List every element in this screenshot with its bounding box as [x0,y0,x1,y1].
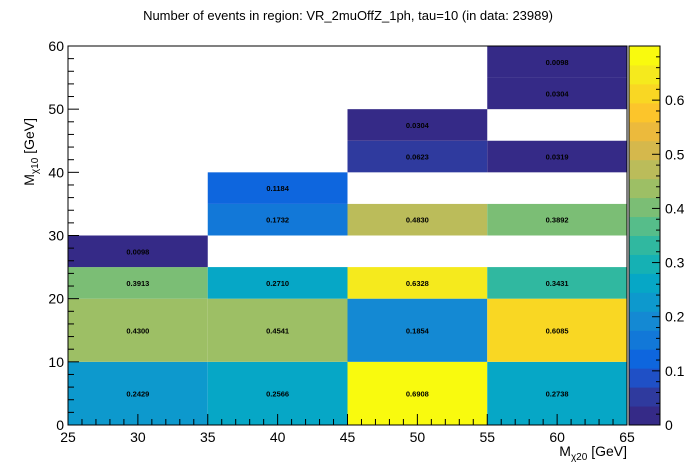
cell-value-label: 0.2738 [546,389,569,398]
heatmap-cell [347,267,488,299]
palette-swatch [629,406,660,426]
x-tick-label: 30 [130,429,146,445]
x-tick-label: 35 [200,429,216,445]
palette-swatch [629,102,660,123]
y-axis-label: Mχ10 [GeV] [21,118,41,186]
palette-swatch [629,311,660,331]
heatmap-cell [347,298,488,362]
heatmap-cell [487,140,627,173]
y-tick-label: 50 [48,101,64,117]
heatmap-cell [347,109,488,141]
cell-value-label: 0.2429 [126,389,149,398]
x-tick-label: 25 [60,429,76,445]
x-axis-label-sub: χ20 [571,452,588,463]
chart-title: Number of events in region: VR_2muOffZ_1… [143,8,553,23]
y-tick-label: 20 [48,291,64,307]
palette-swatch [629,197,660,218]
heatmap-cell [487,203,627,236]
y-tick-label: 10 [48,354,64,370]
x-tick-label: 55 [479,429,495,445]
palette-swatch [629,46,660,66]
heatmap-cell [207,203,348,236]
x-axis: 25 30 35 40 45 50 55 60 65 [60,414,635,445]
heatmap-cells: 0.2429 0.2566 0.6908 0.2738 0.4300 0.4541 0.18… [68,46,627,425]
palette-swatch [629,330,660,350]
cell-value-label: 0.4541 [266,326,289,335]
cell-value-label: 0.0098 [126,247,149,256]
heatmap-cell [487,298,627,362]
cell-value-label: 0.1184 [266,184,289,193]
cell-value-label: 0.6328 [406,279,429,288]
cell-value-label: 0.4830 [406,216,429,225]
heatmap-cell [347,140,488,173]
palette-swatch [629,349,660,369]
cell-value-label: 0.3913 [126,279,149,288]
heatmap-cell [207,267,348,299]
cell-value-label: 0.0304 [406,121,430,130]
y-tick-label: 0 [56,417,64,433]
x-axis-label: Mχ20 [GeV] [559,443,627,463]
palette-swatch [629,368,660,388]
palette-tick-label: 0.1 [665,363,685,379]
heatmap-cell [487,267,627,299]
palette-tick-label: 0.3 [665,255,685,271]
cell-value-label: 0.0319 [546,153,569,162]
cell-value-label: 0.4300 [126,326,149,335]
palette-swatch [629,387,660,407]
x-tick-label: 65 [619,429,635,445]
heatmap-cell [68,235,208,268]
cell-value-label: 0.2710 [266,279,289,288]
x-axis-label-unit: [GeV] [587,443,627,459]
heatmap-cell [347,203,488,236]
palette-tick-label: 0.2 [665,309,685,325]
y-axis-label-sub: χ10 [30,157,41,174]
cell-value-label: 0.3431 [546,279,569,288]
heatmap-cell [487,46,627,78]
y-axis: 0 10 20 30 40 50 60 [48,38,79,433]
y-tick-label: 40 [48,164,64,180]
palette-swatch [629,254,660,274]
heatmap-cell [207,298,348,362]
palette-swatch [629,140,660,161]
palette-tick-label: 0.4 [665,200,685,216]
y-axis-label-main: M [21,174,37,186]
x-tick-label: 45 [340,429,356,445]
heatmap-cell [68,298,208,362]
y-tick-label: 60 [48,38,64,54]
cell-value-label: 0.6908 [406,389,429,398]
palette-swatch [629,235,660,255]
palette-swatch [629,64,660,85]
y-axis-label-unit: [GeV] [21,118,37,158]
y-tick-label: 30 [48,228,64,244]
palette-swatch [629,273,660,293]
palette-swatch [629,216,660,236]
palette-swatch [629,159,660,180]
heatmap-cell [68,267,208,299]
color-palette: 0 0.1 0.2 0.3 0.4 0.5 0.6 [628,45,685,433]
cell-value-label: 0.3892 [546,216,569,225]
cell-value-label: 0.0098 [546,58,569,67]
palette-tick-label: 0 [665,417,673,433]
palette-tick-label: 0.5 [665,146,685,162]
x-tick-label: 60 [549,429,565,445]
palette-swatch [629,83,660,104]
cell-value-label: 0.0304 [546,89,570,98]
x-tick-label: 40 [270,429,286,445]
heatmap-cell [487,77,627,110]
palette-swatch [629,121,660,142]
cell-value-label: 0.6085 [546,326,569,335]
palette-swatch [629,178,660,199]
heatmap-cell [207,172,348,204]
cell-value-label: 0.0623 [406,153,429,162]
palette-border [628,45,661,426]
x-axis-label-main: M [559,443,571,459]
cell-value-label: 0.1854 [406,326,430,335]
palette-swatch [629,292,660,312]
cell-value-label: 0.2566 [266,389,289,398]
palette-tick-label: 0.6 [665,92,685,108]
cell-value-label: 0.1732 [266,216,289,225]
x-tick-label: 50 [410,429,426,445]
